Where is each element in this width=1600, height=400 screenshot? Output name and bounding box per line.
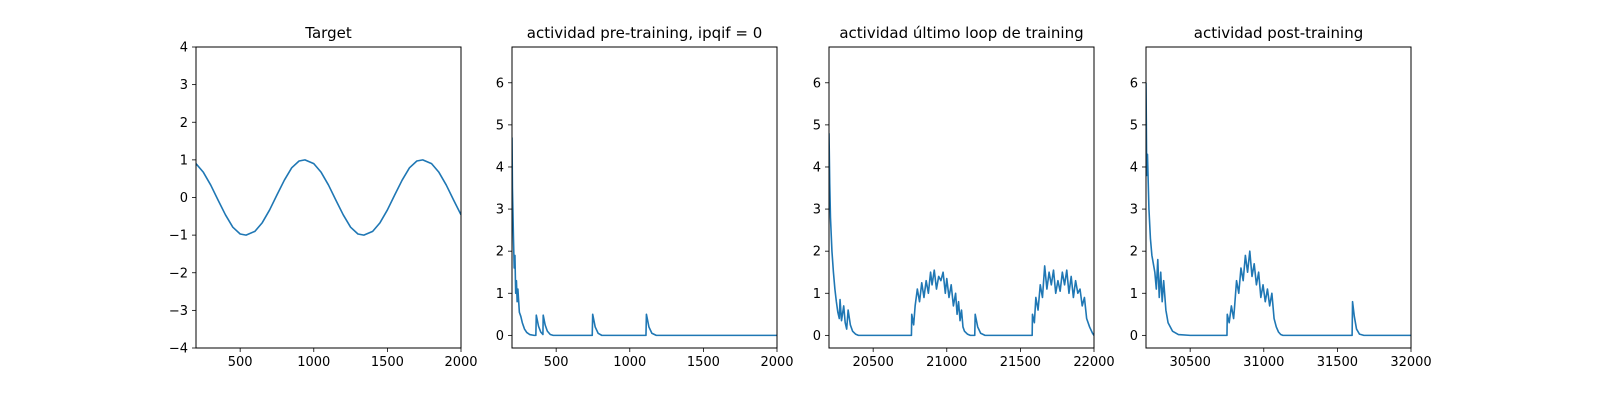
y-tick-label: −1 xyxy=(169,229,188,244)
y-tick-label: 4 xyxy=(813,160,821,175)
x-tick-label: 31000 xyxy=(1243,355,1284,370)
y-tick-label: 3 xyxy=(1130,203,1138,218)
y-tick-label: 6 xyxy=(496,76,504,91)
series-line-1-1 xyxy=(196,159,461,236)
chart-panel-1: 500 1000 1500 2000 −4 −3 −2 −1 0 1 2 3 4 Target xyxy=(169,24,478,370)
y-tick-label: 1 xyxy=(496,287,504,302)
y-tick-label: 4 xyxy=(1130,160,1138,175)
x-tick-label: 30500 xyxy=(1169,355,1210,370)
y-tick-label: 4 xyxy=(496,160,504,175)
y-tick-label: 5 xyxy=(496,118,504,133)
x-tick-label: 1500 xyxy=(371,355,404,370)
y-tick-label: 1 xyxy=(1130,287,1138,302)
y-tick-label: 6 xyxy=(813,76,821,91)
y-tick-label: 4 xyxy=(180,41,188,56)
y-tick-label: 0 xyxy=(1130,329,1138,344)
x-tick-label: 31500 xyxy=(1317,355,1358,370)
x-tick-label: 1000 xyxy=(297,355,330,370)
x-tick-label: 2000 xyxy=(444,355,477,370)
y-tick-label: 3 xyxy=(496,203,504,218)
y-tick-label: −4 xyxy=(169,342,188,357)
x-tick-label: 1000 xyxy=(613,355,646,370)
y-tick-label: 0 xyxy=(180,191,188,206)
x-tick-label: 500 xyxy=(228,355,253,370)
chart-panel-3: 20500 21000 21500 22000 0 1 2 3 4 5 6 actividad últ… xyxy=(813,24,1115,370)
y-tick-label: 5 xyxy=(1130,118,1138,133)
x-tick-label: 22000 xyxy=(1073,355,1114,370)
x-tick-label: 21500 xyxy=(1000,355,1041,370)
x-tick-label: 500 xyxy=(544,355,569,370)
chart-title: Target xyxy=(304,24,352,42)
axes-frame xyxy=(828,46,1095,349)
y-tick-label: 2 xyxy=(496,245,504,260)
y-tick-label: 0 xyxy=(813,329,821,344)
axes-frame xyxy=(511,46,778,349)
y-tick-label: 3 xyxy=(813,203,821,218)
x-tick-label: 1500 xyxy=(687,355,720,370)
y-tick-label: 1 xyxy=(180,153,188,168)
chart-panel-2: 500 1000 1500 2000 0 1 2 3 4 5 6 actividad pre-trai… xyxy=(496,24,794,370)
y-tick-label: 1 xyxy=(813,287,821,302)
axes-frame xyxy=(1145,46,1412,349)
x-tick-label: 2000 xyxy=(760,355,793,370)
chart-panel-4: 30500 31000 31500 32000 0 1 2 3 4 5 6 actividad pos… xyxy=(1130,24,1432,370)
chart-title: actividad pre-training, ipqif = 0 xyxy=(527,24,763,42)
y-tick-label: −2 xyxy=(169,266,188,281)
chart-title: actividad post-training xyxy=(1194,24,1363,42)
series-line-3-1 xyxy=(829,133,1094,337)
chart-title: actividad último loop de training xyxy=(839,24,1083,42)
axes-frame xyxy=(195,46,462,349)
x-tick-label: 21000 xyxy=(926,355,967,370)
series-line-2-1 xyxy=(512,137,777,337)
y-tick-label: −3 xyxy=(169,304,188,319)
y-tick-label: 2 xyxy=(813,245,821,260)
y-tick-label: 2 xyxy=(1130,245,1138,260)
x-tick-label: 20500 xyxy=(852,355,893,370)
x-tick-label: 32000 xyxy=(1390,355,1431,370)
y-tick-label: 5 xyxy=(813,118,821,133)
y-tick-label: 0 xyxy=(496,329,504,344)
y-tick-label: 2 xyxy=(180,116,188,131)
y-tick-label: 6 xyxy=(1130,76,1138,91)
y-tick-label: 3 xyxy=(180,78,188,93)
series-line-4-1 xyxy=(1146,82,1411,337)
